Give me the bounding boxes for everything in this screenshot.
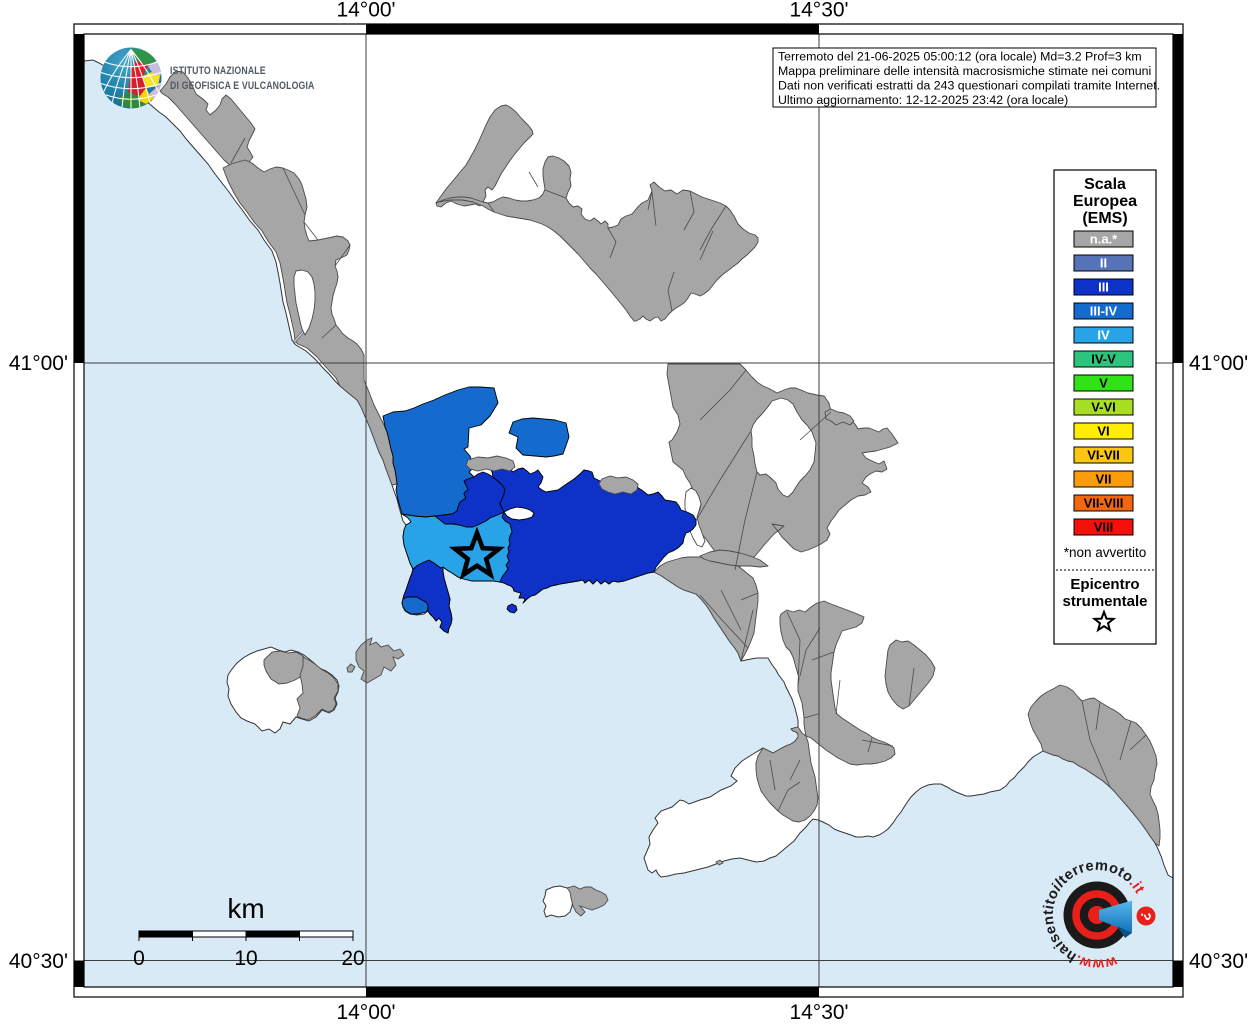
- svg-text:IV-V: IV-V: [1091, 352, 1116, 367]
- svg-text:km: km: [227, 893, 264, 924]
- svg-text:III: III: [1098, 280, 1109, 295]
- svg-text:Terremoto del 21-06-2025 05:00: Terremoto del 21-06-2025 05:00:12 (ora l…: [778, 50, 1142, 64]
- svg-text:VII-VIII: VII-VIII: [1084, 496, 1124, 511]
- svg-text:14°30': 14°30': [789, 0, 848, 22]
- svg-text:?: ?: [1137, 910, 1155, 922]
- svg-text:Scala: Scala: [1084, 176, 1126, 193]
- svg-text:14°30': 14°30': [789, 1001, 848, 1024]
- svg-text:Mappa preliminare delle intens: Mappa preliminare delle intensità macros…: [778, 64, 1151, 78]
- svg-text:*non avvertito: *non avvertito: [1064, 545, 1147, 560]
- svg-text:20: 20: [341, 947, 364, 970]
- svg-text:10: 10: [234, 947, 257, 970]
- svg-text:VII: VII: [1096, 472, 1112, 487]
- svg-text:VI: VI: [1097, 424, 1109, 439]
- svg-text:41°00': 41°00': [9, 352, 68, 375]
- svg-text:40°30': 40°30': [1189, 950, 1248, 973]
- svg-text:n.a.*: n.a.*: [1090, 232, 1118, 247]
- svg-text:strumentale: strumentale: [1062, 593, 1147, 610]
- svg-text:41°00': 41°00': [1189, 352, 1248, 375]
- svg-text:VIII: VIII: [1094, 520, 1114, 535]
- svg-text:DI GEOFISICA E VULCANOLOGIA: DI GEOFISICA E VULCANOLOGIA: [170, 80, 314, 92]
- svg-text:0: 0: [133, 947, 145, 970]
- svg-text:Ultimo aggiornamento: 12-12-20: Ultimo aggiornamento: 12-12-2025 23:42 (…: [778, 93, 1068, 107]
- svg-text:II: II: [1100, 256, 1107, 271]
- svg-text:Epicentro: Epicentro: [1070, 576, 1139, 593]
- svg-text:III-IV: III-IV: [1090, 304, 1118, 319]
- svg-text:ISTITUTO NAZIONALE: ISTITUTO NAZIONALE: [170, 65, 266, 77]
- svg-text:V: V: [1099, 376, 1108, 391]
- svg-text:V-VI: V-VI: [1091, 400, 1116, 415]
- svg-text:14°00': 14°00': [336, 0, 395, 22]
- svg-text:IV: IV: [1097, 328, 1110, 343]
- svg-text:Dati non verificati estratti d: Dati non verificati estratti da 243 ques…: [778, 79, 1160, 93]
- svg-text:14°00': 14°00': [336, 1001, 395, 1024]
- svg-text:(EMS): (EMS): [1082, 210, 1127, 227]
- svg-text:40°30': 40°30': [9, 950, 68, 973]
- svg-text:Europea: Europea: [1073, 193, 1137, 210]
- svg-text:VI-VII: VI-VII: [1087, 448, 1120, 463]
